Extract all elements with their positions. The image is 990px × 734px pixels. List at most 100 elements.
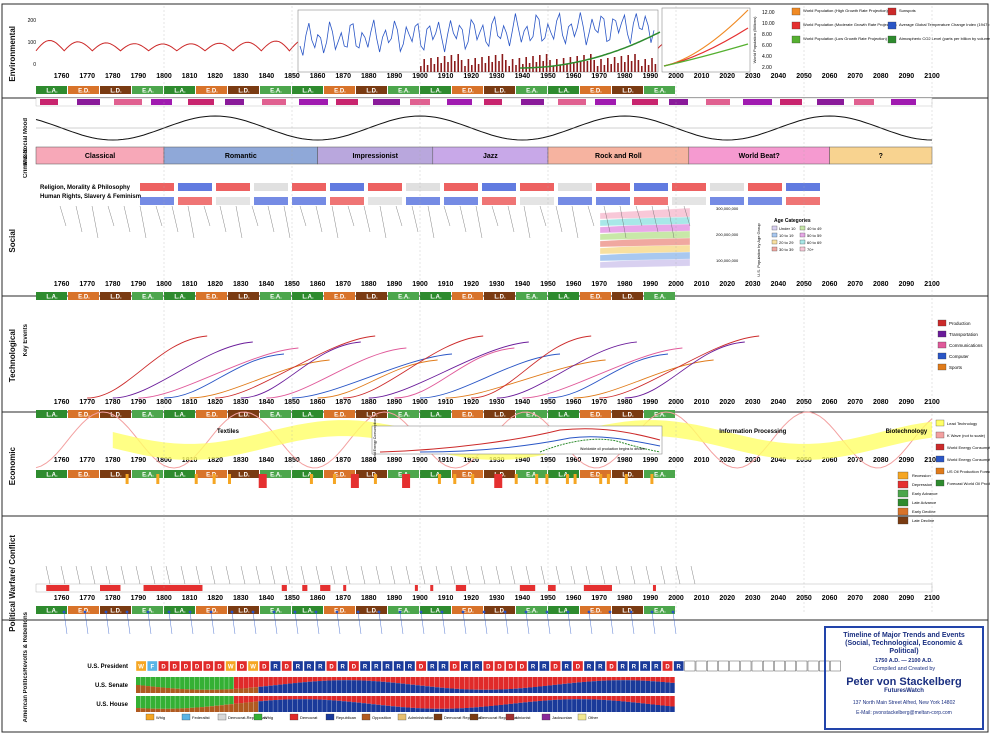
congress-bar-top <box>175 696 180 709</box>
section-frame <box>1 295 989 413</box>
revolt-marker <box>272 610 276 614</box>
congress-bar-bottom <box>175 688 180 693</box>
president-party-letter: D <box>576 665 581 671</box>
congress-bar-top <box>165 696 170 709</box>
cycle-legend-swatch <box>897 489 909 498</box>
president-party-letter: R <box>363 665 368 671</box>
season-label: L.D. <box>494 89 506 95</box>
congress-bar-bottom <box>444 688 450 693</box>
congress-bar-bottom <box>532 686 538 693</box>
president-party-letter: R <box>632 665 637 671</box>
season-band <box>100 86 131 94</box>
year-tick-label: 2050 <box>796 73 812 80</box>
president-party-letter: D <box>184 665 189 671</box>
population-tick: 100,000,000 <box>716 258 739 263</box>
music-era-label: Impressionist <box>352 153 398 160</box>
year-tick-label: 1900 <box>412 73 428 80</box>
year-tick-label: 1910 <box>438 595 454 602</box>
congress-bar-bottom <box>581 681 587 693</box>
revolt-connector <box>504 611 509 635</box>
congress-bar-bottom <box>385 682 391 693</box>
year-tick-label: 2080 <box>873 457 889 464</box>
congress-bar-top <box>385 677 391 683</box>
season-band <box>580 410 611 418</box>
congress-bar-top <box>219 677 224 690</box>
season-band <box>68 606 99 614</box>
congress-bar-bottom <box>327 700 332 712</box>
war-connector <box>45 565 51 585</box>
social-gradient-band <box>406 183 440 191</box>
congress-bar-top <box>214 696 219 706</box>
env-left-tick: 0 <box>33 62 36 68</box>
congress-bar-top <box>513 696 518 704</box>
congress-bar-bottom <box>630 702 636 712</box>
season-band <box>132 606 163 614</box>
season-label: E.A. <box>142 89 154 95</box>
sunspot-bar <box>590 54 592 72</box>
president-party-letter: R <box>374 665 379 671</box>
season-label: E.D. <box>334 609 346 615</box>
president-cell <box>259 660 270 672</box>
tech-diffusion-curve <box>522 347 683 399</box>
year-tick-label: 2020 <box>719 281 735 288</box>
president-cell <box>404 660 416 672</box>
congress-bar-top <box>498 696 504 705</box>
congress-bar-bottom <box>268 700 273 712</box>
congress-bar-top <box>165 677 170 688</box>
congress-bar-top <box>145 696 151 709</box>
year-tick-label: 1840 <box>259 399 275 406</box>
social-row-title: Human Rights, Slavery & Feminism <box>40 194 141 200</box>
social-gradient-band <box>634 197 668 205</box>
congress-bar-bottom <box>390 682 396 693</box>
year-tick-label: 1930 <box>489 457 505 464</box>
season-label: E.D. <box>590 473 602 479</box>
season-label: E.A. <box>398 609 410 615</box>
future-president-cell <box>763 660 774 672</box>
revolt-connector <box>441 611 446 635</box>
congress-bar-bottom <box>557 684 562 693</box>
revolt-connector <box>525 611 530 635</box>
env-right-tick: 6.00 <box>762 43 772 49</box>
season-band <box>644 410 675 418</box>
season-label: L.D. <box>238 413 250 419</box>
congress-bar-top <box>581 677 587 682</box>
year-tick-label: 1930 <box>489 281 505 288</box>
congress-bar-bottom <box>356 702 362 712</box>
sunspot-bar <box>464 66 466 72</box>
year-tick-label: 2000 <box>668 281 684 288</box>
congress-bar-bottom <box>322 699 327 712</box>
congress-bar-bottom <box>552 699 558 712</box>
season-band <box>612 292 643 300</box>
season-band <box>196 410 227 418</box>
event-connector <box>491 205 499 227</box>
sunspot-bar <box>539 55 541 72</box>
congress-bar-bottom <box>189 689 195 693</box>
revolt-connector <box>672 611 677 635</box>
war-period <box>343 585 347 591</box>
congress-bar-bottom <box>332 680 337 693</box>
congress-bar-bottom <box>140 685 146 693</box>
sunspot-bar <box>467 59 470 72</box>
congress-bar-top <box>136 696 141 709</box>
war-connector <box>135 565 141 585</box>
congress-bar-top <box>425 696 430 709</box>
war-connector <box>675 565 681 585</box>
season-label: E.A. <box>398 413 410 419</box>
year-tick-label: 1920 <box>463 595 479 602</box>
revolt-marker <box>482 610 486 614</box>
social-gradient-band <box>178 183 212 191</box>
congress-bar-bottom <box>366 680 371 693</box>
season-label: E.D. <box>462 609 474 615</box>
tech-diffusion-curve <box>266 347 407 399</box>
war-connector <box>300 565 306 585</box>
mood-bar <box>780 99 802 105</box>
recession-marker <box>350 474 359 488</box>
war-connector <box>330 565 336 585</box>
tech-diffusion-curve <box>138 347 299 399</box>
year-tick-label: 2050 <box>796 457 812 464</box>
year-tick-label: 2030 <box>745 73 761 80</box>
congress-bar-top <box>616 696 621 701</box>
congress-bar-bottom <box>278 684 283 693</box>
revolt-marker <box>629 610 633 614</box>
age-swatch <box>799 246 806 252</box>
